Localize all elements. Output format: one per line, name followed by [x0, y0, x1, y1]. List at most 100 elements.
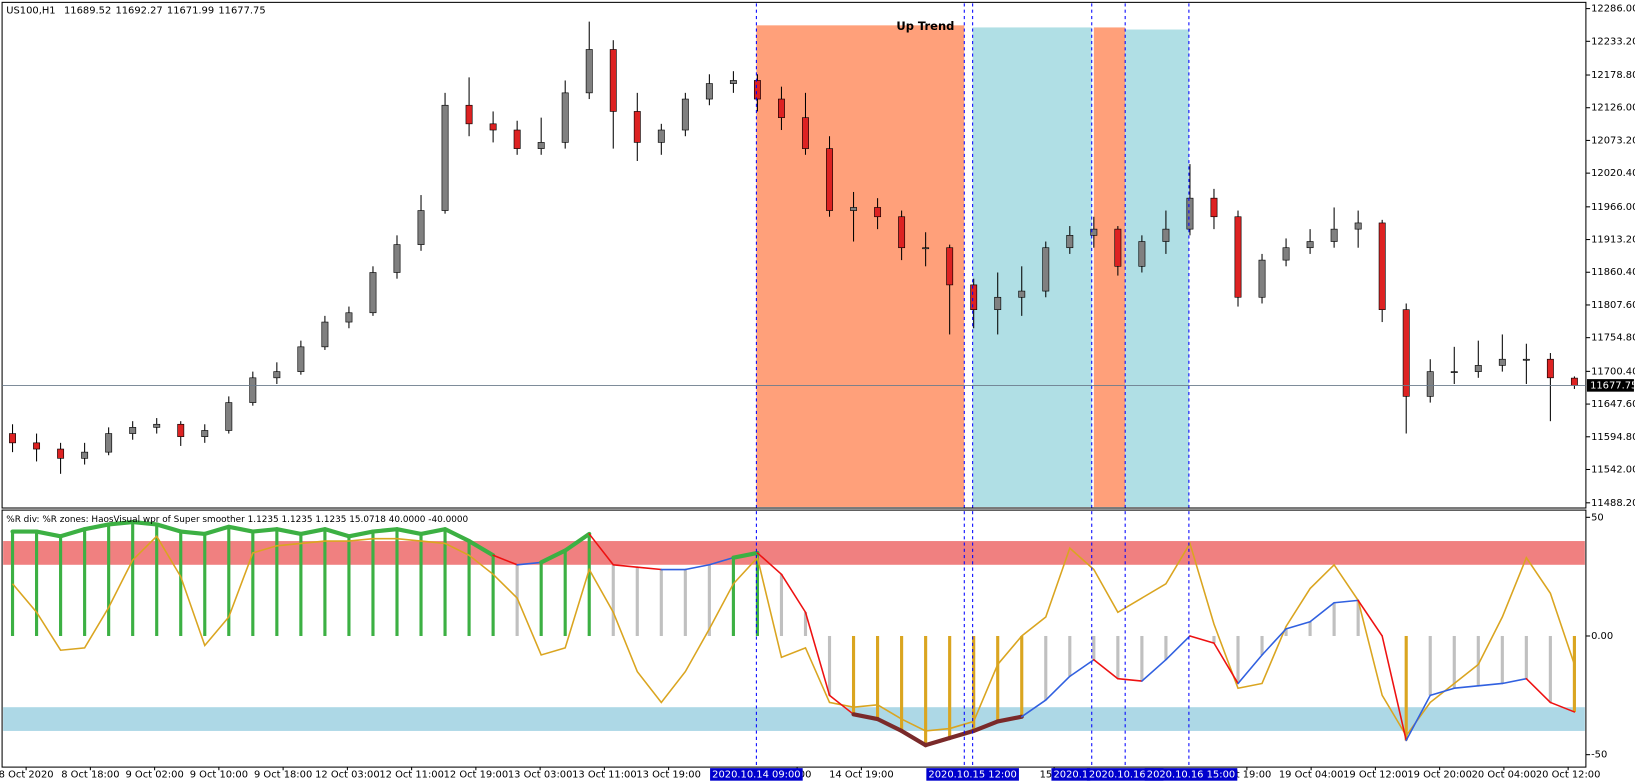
- y-tick-label: 11647.60: [1591, 399, 1635, 410]
- candle-body: [369, 272, 377, 314]
- candle-body: [1282, 247, 1290, 261]
- slow-line-segment: [34, 529, 63, 539]
- candle-body: [802, 117, 809, 149]
- candle-body: [465, 104, 473, 125]
- annotation: Up Trend: [896, 19, 954, 33]
- histogram-bar: [1476, 635, 1480, 686]
- candle-body: [153, 423, 161, 428]
- y-tick-label: 12020.40: [1591, 168, 1635, 179]
- candle-body: [826, 148, 833, 211]
- y-tick-label: 12073.20: [1591, 135, 1635, 146]
- candle-body: [585, 49, 593, 94]
- candle-body: [489, 123, 497, 131]
- y-tick-label: 11860.40: [1591, 267, 1635, 278]
- slow-line-segment: [947, 728, 976, 741]
- slow-line-segment: [130, 519, 159, 527]
- candle-body: [321, 321, 329, 348]
- histogram-bar: [1020, 635, 1024, 717]
- indicator-tick-label: 50: [1591, 512, 1604, 523]
- symbol-name: US100,H1: [6, 6, 55, 17]
- x-tick-label: 9 Oct 02:00: [125, 769, 183, 780]
- candle-body: [1354, 222, 1362, 230]
- histogram-bar: [1452, 635, 1456, 689]
- time-marker-bg: [710, 768, 803, 781]
- histogram-bar: [1500, 635, 1504, 684]
- y-tick-label: 11488.20: [1591, 498, 1635, 509]
- slow-line-segment: [684, 564, 711, 571]
- histogram-bar: [107, 524, 111, 636]
- slow-line-segment: [995, 714, 1024, 724]
- y-tick-label: 12126.00: [1591, 103, 1635, 114]
- histogram-bar: [1236, 635, 1240, 684]
- trend-zones: [756, 25, 1189, 507]
- y-tick-label: 11542.00: [1591, 464, 1635, 475]
- histogram-bar: [1356, 600, 1360, 636]
- slow-line-segment: [1237, 654, 1263, 685]
- slow-line-segment: [971, 719, 1000, 734]
- candle-body: [1402, 309, 1410, 397]
- histogram-bar: [1260, 635, 1264, 655]
- slow-line-segment: [1453, 685, 1480, 689]
- y-tick-label: 12178.80: [1591, 70, 1635, 81]
- x-tick-label: 20 Oct 04:00: [1472, 769, 1537, 780]
- candle-body: [1426, 371, 1434, 397]
- histogram-bar: [83, 529, 87, 636]
- candle-body: [1090, 228, 1098, 236]
- histogram-bar: [948, 635, 952, 739]
- time-marker-label: 2020.10.16 07: [1089, 769, 1161, 780]
- slow-line-segment: [708, 556, 735, 566]
- candle-body: [225, 402, 233, 431]
- candle-body: [249, 377, 257, 403]
- slow-line-segment: [250, 527, 279, 534]
- slow-line-segment: [1501, 677, 1528, 685]
- indicator-title: %R div: %R zones: HaosVisual wpr of Supe…: [6, 515, 468, 525]
- slow-line-segment: [418, 527, 448, 537]
- histogram-bar: [1332, 602, 1336, 636]
- histogram-bar: [731, 557, 735, 636]
- candle-body: [850, 207, 857, 211]
- candle-body: [1042, 247, 1050, 292]
- candle-body: [1066, 235, 1074, 249]
- slow-line-segment: [298, 527, 327, 537]
- histogram-bar: [635, 567, 639, 636]
- candle-body: [1018, 290, 1026, 298]
- histogram-bar: [179, 531, 183, 636]
- slow-line-segment: [780, 573, 807, 614]
- y-tick-label: 11754.80: [1591, 333, 1635, 344]
- x-tick-label: 8 Oct 2020: [0, 769, 54, 780]
- price-panel: [9, 21, 1578, 474]
- slow-line-segment: [58, 527, 87, 539]
- candle-body: [609, 49, 617, 112]
- y-tick-label: 11700.40: [1591, 366, 1635, 377]
- histogram-bar: [996, 635, 1000, 722]
- candle-body: [778, 98, 785, 118]
- candle-body: [393, 244, 401, 273]
- x-tick-label: 20 Oct 12:00: [1536, 769, 1601, 780]
- candle-body: [1570, 377, 1578, 386]
- slow-line-segment: [1381, 635, 1407, 742]
- down-zone: [1093, 27, 1126, 507]
- y-tick-label: 11913.20: [1591, 235, 1635, 246]
- x-tick-label: 13 Oct 11:00: [572, 769, 637, 780]
- x-tick-label: 13 Oct 03:00: [508, 769, 573, 780]
- candle-body: [345, 312, 353, 323]
- price-label: 11677.75: [1590, 380, 1635, 391]
- histogram-bar: [1548, 635, 1552, 703]
- slow-line-segment: [539, 548, 568, 565]
- x-tick-label: 12 Oct 03:00: [315, 769, 380, 780]
- candle-body: [441, 104, 449, 211]
- slow-line-segment: [370, 527, 400, 534]
- indicator-tick-label: -50: [1591, 750, 1607, 761]
- slow-line-segment: [731, 550, 760, 560]
- slow-line-segment: [899, 728, 928, 748]
- x-tick-label: 12 Oct 19:00: [444, 769, 509, 780]
- x-tick-label: 14 Oct 19:00: [829, 769, 894, 780]
- histogram-bar: [659, 569, 663, 636]
- slow-line-segment: [1189, 635, 1215, 644]
- histogram-bar: [1068, 635, 1072, 677]
- time-marker-label: 2020.10.16 15:00: [1147, 769, 1235, 780]
- slow-line-segment: [1525, 677, 1552, 704]
- y-tick-label: 11966.00: [1591, 202, 1635, 213]
- candle-body: [874, 207, 882, 218]
